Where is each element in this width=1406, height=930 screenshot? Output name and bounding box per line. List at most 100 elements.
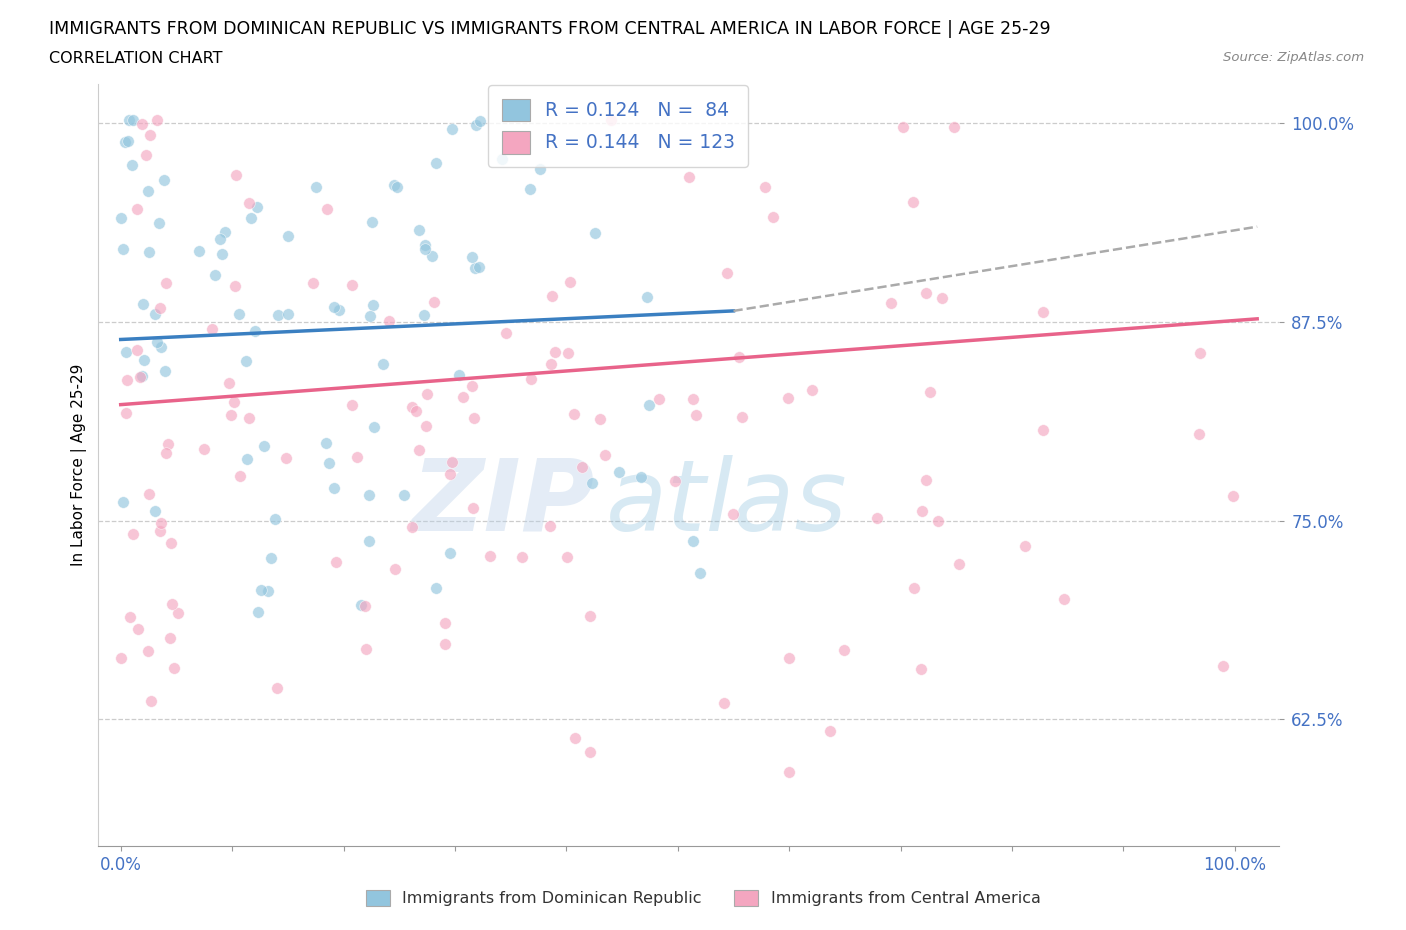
- Point: [111, 495, 134, 510]
- Point: [865, 512, 887, 526]
- Text: atlas: atlas: [606, 455, 848, 551]
- Point: [832, 643, 855, 658]
- Point: [880, 295, 903, 310]
- Point: [249, 582, 271, 597]
- Point: [1032, 305, 1054, 320]
- Point: [143, 307, 166, 322]
- Point: [754, 179, 776, 194]
- Point: [408, 222, 430, 237]
- Point: [664, 473, 686, 488]
- Y-axis label: In Labor Force | Age 25-29: In Labor Force | Age 25-29: [72, 364, 87, 566]
- Point: [918, 384, 941, 399]
- Point: [236, 451, 259, 466]
- Point: [208, 232, 231, 246]
- Point: [155, 445, 177, 460]
- Point: [555, 550, 578, 565]
- Point: [510, 550, 533, 565]
- Point: [204, 268, 226, 283]
- Point: [538, 518, 561, 533]
- Point: [401, 400, 423, 415]
- Point: [778, 764, 800, 779]
- Point: [579, 745, 602, 760]
- Point: [239, 210, 262, 225]
- Point: [127, 201, 149, 216]
- Point: [229, 469, 252, 484]
- Point: [731, 410, 754, 425]
- Text: IMMIGRANTS FROM DOMINICAN REPUBLIC VS IMMIGRANTS FROM CENTRAL AMERICA IN LABOR F: IMMIGRANTS FROM DOMINICAN REPUBLIC VS IM…: [49, 20, 1050, 38]
- Point: [541, 288, 564, 303]
- Point: [121, 158, 143, 173]
- Point: [682, 392, 704, 406]
- Point: [138, 486, 160, 501]
- Point: [439, 546, 461, 561]
- Point: [948, 556, 970, 571]
- Point: [340, 277, 363, 292]
- Point: [148, 216, 170, 231]
- Point: [153, 173, 176, 188]
- Point: [218, 376, 240, 391]
- Text: CORRELATION CHART: CORRELATION CHART: [49, 51, 222, 66]
- Point: [266, 681, 288, 696]
- Point: [155, 276, 177, 291]
- Point: [1222, 488, 1244, 503]
- Point: [264, 512, 287, 526]
- Point: [1212, 658, 1234, 673]
- Point: [134, 352, 156, 367]
- Point: [910, 661, 932, 676]
- Point: [211, 246, 233, 261]
- Point: [260, 551, 283, 565]
- Point: [323, 299, 346, 314]
- Point: [357, 488, 380, 503]
- Point: [118, 113, 141, 127]
- Point: [820, 724, 842, 738]
- Point: [350, 597, 373, 612]
- Point: [423, 294, 446, 309]
- Point: [122, 113, 145, 127]
- Point: [520, 371, 543, 386]
- Point: [143, 504, 166, 519]
- Point: [439, 467, 461, 482]
- Point: [420, 248, 443, 263]
- Point: [127, 621, 149, 636]
- Point: [581, 475, 603, 490]
- Point: [139, 128, 162, 143]
- Point: [201, 322, 224, 337]
- Point: [412, 308, 434, 323]
- Point: [136, 644, 159, 658]
- Point: [228, 307, 250, 322]
- Point: [491, 152, 513, 166]
- Point: [583, 225, 606, 240]
- Point: [340, 398, 363, 413]
- Point: [316, 202, 339, 217]
- Point: [600, 113, 623, 127]
- Point: [529, 162, 551, 177]
- Point: [893, 119, 915, 134]
- Point: [425, 155, 447, 170]
- Point: [219, 407, 242, 422]
- Point: [129, 369, 152, 384]
- Point: [463, 500, 485, 515]
- Point: [322, 481, 344, 496]
- Point: [678, 170, 700, 185]
- Point: [689, 565, 711, 580]
- Point: [1188, 426, 1211, 441]
- Point: [131, 116, 153, 131]
- Point: [384, 562, 406, 577]
- Point: [315, 436, 337, 451]
- Point: [360, 215, 382, 230]
- Point: [139, 694, 162, 709]
- Point: [778, 651, 800, 666]
- Point: [636, 289, 658, 304]
- Point: [685, 407, 707, 422]
- Point: [479, 549, 502, 564]
- Point: [224, 278, 246, 293]
- Point: [302, 275, 325, 290]
- Point: [187, 244, 209, 259]
- Point: [193, 442, 215, 457]
- Point: [149, 515, 172, 530]
- Point: [901, 195, 924, 210]
- Point: [325, 554, 347, 569]
- Point: [166, 605, 188, 620]
- Point: [253, 439, 276, 454]
- Point: [571, 459, 593, 474]
